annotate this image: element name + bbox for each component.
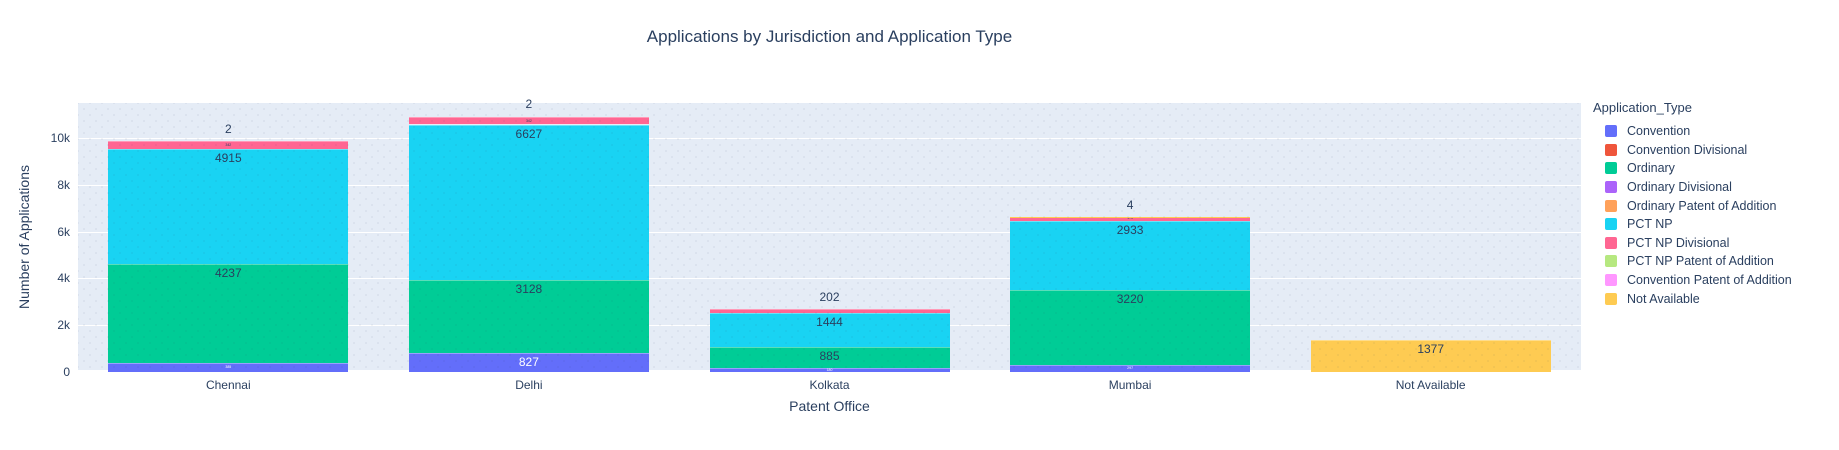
- bar-segment-convention-mumbai[interactable]: 297: [1010, 365, 1251, 372]
- bar-value-label: 827: [518, 354, 539, 369]
- legend-item-convention-divisional[interactable]: Convention Divisional: [1593, 141, 1833, 160]
- legend-item-convention[interactable]: Convention: [1593, 122, 1833, 141]
- legend-label-convention-divisional: Convention Divisional: [1627, 142, 1748, 157]
- x-tick-mumbai: Mumbai: [1108, 378, 1152, 392]
- gridline-10k: [78, 138, 1581, 140]
- legend: Application_Type Convention Convention Di…: [1593, 100, 1833, 308]
- bar-value-label: 385: [225, 365, 232, 369]
- bar-value-label: 3128: [515, 281, 543, 296]
- legend-label-convention-patent-of-addition: Convention Patent of Addition: [1627, 273, 1792, 288]
- bar-value-label: 170: [1127, 217, 1134, 221]
- legend-swatch-icon-ordinary-divisional: [1605, 181, 1617, 194]
- legend-swatch-icon-ordinary-patent-of-addition: [1605, 199, 1617, 212]
- bar-segment-pct-np-chennai[interactable]: 4915: [108, 148, 349, 264]
- x-tick-chennai: Chennai: [205, 378, 251, 392]
- y-tick-8k: 8k: [57, 177, 70, 192]
- legend-items: Convention Convention Divisional Ordinary O…: [1593, 122, 1833, 308]
- legend-label-pct-np-divisional: PCT NP Divisional: [1627, 235, 1730, 250]
- legend-swatch-icon-convention-divisional: [1605, 143, 1617, 156]
- x-tick-kolkata: Kolkata: [809, 378, 850, 392]
- legend-label-ordinary: Ordinary: [1627, 161, 1675, 176]
- bar-outside-label-mumbai: 4: [1126, 198, 1134, 213]
- gridline-4k: [78, 278, 1581, 280]
- legend-label-pct-np-patent-of-addition: PCT NP Patent of Addition: [1627, 254, 1774, 269]
- legend-item-ordinary-divisional[interactable]: Ordinary Divisional: [1593, 178, 1833, 197]
- bar-segment-ordinary-chennai[interactable]: 4237: [108, 263, 349, 363]
- bar-segment-pct-np-kolkata[interactable]: 1444: [709, 313, 950, 348]
- bar-value-label: 1444: [816, 315, 843, 330]
- y-tick-10k: 10k: [50, 131, 70, 146]
- bar-value-label: 2933: [1116, 223, 1144, 238]
- legend-label-convention: Convention: [1627, 124, 1691, 139]
- bar-outside-label-kolkata: 202: [819, 289, 840, 304]
- legend-label-not-available: Not Available: [1627, 291, 1700, 306]
- legend-swatch-icon-pct-np-divisional: [1605, 236, 1617, 249]
- bar-segment-pct-np-divisional-chennai[interactable]: 342: [108, 140, 349, 149]
- legend-title: Application_Type: [1593, 100, 1693, 115]
- bar-segment-pct-np-divisional-kolkata[interactable]: [709, 308, 950, 314]
- legend-swatch-icon-convention-patent-of-addition: [1605, 274, 1617, 287]
- bar-value-label: 342: [225, 142, 232, 147]
- bar-segment-ordinary-kolkata[interactable]: 885: [709, 347, 950, 368]
- bar-value-label: 342: [525, 118, 532, 123]
- plot-area[interactable]: 385 4237 4915 342 2 Chennai 827 3128 6627 342 2 Del…: [78, 97, 1581, 392]
- bar-value-label: 297: [1127, 366, 1134, 371]
- legend-item-pct-np-patent-of-addition[interactable]: PCT NP Patent of Addition: [1593, 252, 1833, 271]
- bar-value-label: 6627: [515, 126, 543, 141]
- bar-outside-label-chennai: 2: [224, 121, 232, 136]
- y-axis-ticks: 0 2k 4k 6k 8k 10k: [0, 103, 70, 379]
- bar-value-label: 4915: [214, 150, 242, 165]
- bar-segment-convention-chennai[interactable]: 385: [108, 363, 349, 372]
- bar-value-label: 3220: [1116, 291, 1144, 306]
- legend-swatch-icon-ordinary: [1605, 162, 1617, 175]
- bar-segment-ordinary-mumbai[interactable]: 3220: [1010, 289, 1251, 366]
- legend-item-ordinary-patent-of-addition[interactable]: Ordinary Patent of Addition: [1593, 196, 1833, 215]
- x-tick-not-available: Not Available: [1395, 378, 1466, 392]
- bar-segment-convention-kolkata[interactable]: 180: [709, 367, 950, 372]
- legend-item-pct-np[interactable]: PCT NP: [1593, 215, 1833, 234]
- bar-segment-pct-np-delhi[interactable]: 6627: [408, 124, 649, 280]
- bar-segment-ordinary-delhi[interactable]: 3128: [408, 279, 649, 353]
- legend-item-pct-np-divisional[interactable]: PCT NP Divisional: [1593, 234, 1833, 253]
- y-tick-2k: 2k: [57, 318, 70, 333]
- legend-swatch-icon-pct-np-patent-of-addition: [1605, 255, 1617, 268]
- legend-label-ordinary-patent-of-addition: Ordinary Patent of Addition: [1627, 198, 1777, 213]
- bar-segment-not-available-not-available[interactable]: 1377: [1310, 339, 1551, 372]
- gridline-6k: [78, 231, 1581, 233]
- bar-value-label: 180: [826, 367, 833, 372]
- y-tick-6k: 6k: [57, 224, 70, 239]
- bar-segment-pct-np-divisional-delhi[interactable]: 342: [408, 116, 649, 125]
- chart-title: Applications by Jurisdiction and Applica…: [646, 27, 1013, 46]
- bar-segment-convention-delhi[interactable]: 827: [408, 352, 649, 372]
- bar-outside-label-delhi: 2: [525, 97, 533, 112]
- x-tick-delhi: Delhi: [515, 378, 543, 392]
- bar-value-label: 885: [819, 349, 840, 364]
- gridline-8k: [78, 184, 1581, 186]
- legend-item-ordinary[interactable]: Ordinary: [1593, 159, 1833, 178]
- legend-swatch-icon-pct-np: [1605, 218, 1617, 231]
- legend-item-convention-patent-of-addition[interactable]: Convention Patent of Addition: [1593, 271, 1833, 290]
- y-tick-0: 0: [63, 365, 70, 379]
- x-axis-title: Patent Office: [789, 398, 870, 414]
- bar-value-label: 4237: [214, 265, 242, 280]
- legend-item-not-available[interactable]: Not Available: [1593, 289, 1833, 308]
- bar-segment-pct-np-mumbai[interactable]: 2933: [1010, 221, 1251, 290]
- legend-swatch-icon-not-available: [1605, 292, 1617, 305]
- legend-label-pct-np: PCT NP: [1627, 217, 1673, 232]
- bar-value-label: 1377: [1417, 341, 1445, 356]
- legend-label-ordinary-divisional: Ordinary Divisional: [1627, 180, 1732, 195]
- legend-swatch-icon-convention: [1605, 125, 1617, 138]
- bar-segment-pct-np-divisional-mumbai[interactable]: 170: [1010, 217, 1251, 222]
- y-tick-4k: 4k: [57, 271, 70, 286]
